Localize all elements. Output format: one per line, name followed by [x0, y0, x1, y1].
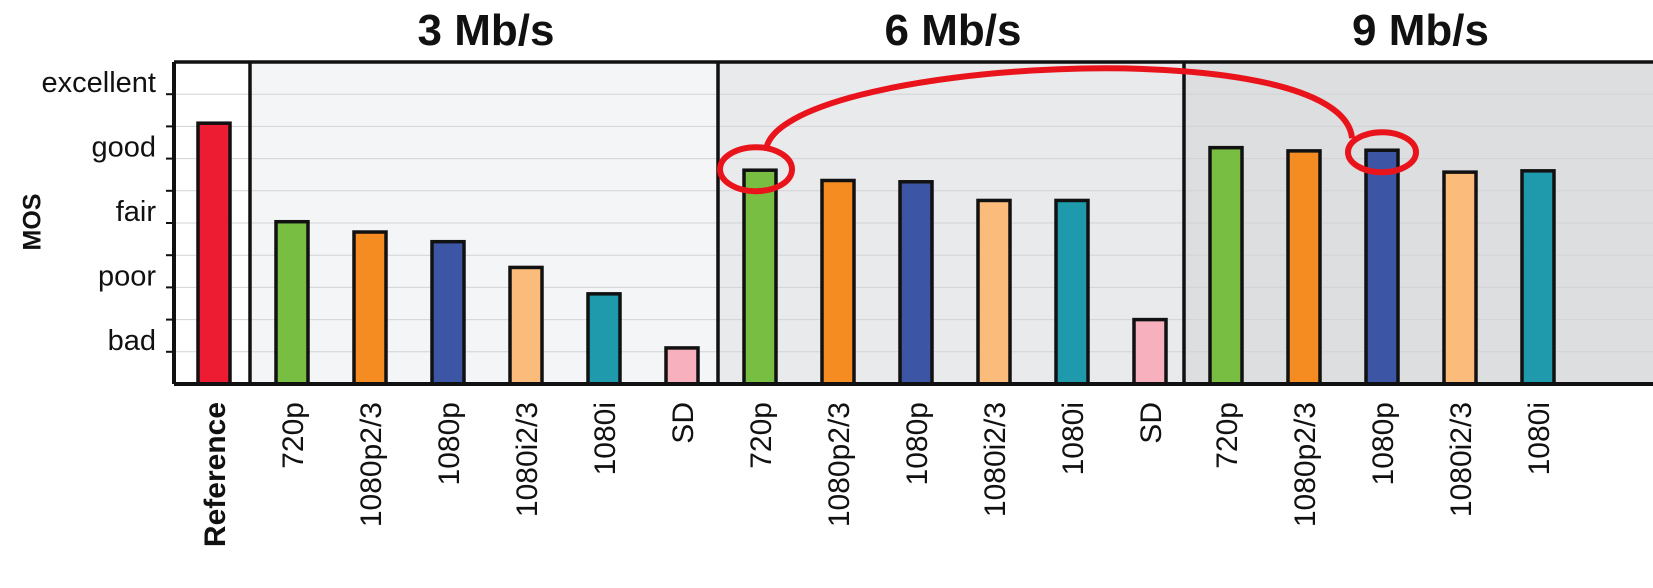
bar-3-mb-s-720p — [274, 219, 310, 386]
x-label-9-mb-s-720p: 720p — [1211, 402, 1244, 469]
bar-3-mb-s-sd — [664, 346, 700, 386]
x-label-9-mb-s-1080p: 1080p — [1367, 402, 1400, 485]
x-label-3-mb-s-1080p: 1080p — [433, 402, 466, 485]
x-axis-labels: Reference 720p 1080p2/3 1080p 1080i2/3 1080i S… — [199, 402, 1556, 547]
bar-9-mb-s-1080p2-3 — [1286, 149, 1322, 386]
y-tick-label-excellent: excellent — [42, 67, 156, 99]
bars — [196, 121, 1556, 386]
x-label-9-mb-s-1080i2-3: 1080i2/3 — [1445, 402, 1478, 517]
highlight-ellipse-6mbs-720p — [717, 144, 795, 195]
group-title-3-mb-s: 3 Mb/s — [418, 6, 555, 55]
x-label-9-mb-s-1080i: 1080i — [1523, 402, 1556, 475]
y-tick-label-good: good — [91, 132, 156, 164]
bar-6-mb-s-720p — [742, 168, 778, 386]
bar-6-mb-s-1080i — [1054, 198, 1090, 386]
x-label-6-mb-s-1080i: 1080i — [1057, 402, 1090, 475]
y-tick-label-bad: bad — [108, 325, 156, 357]
bar-9-mb-s-1080i — [1520, 169, 1556, 386]
highlight-connector-arc — [763, 65, 1355, 151]
x-label-3-mb-s-1080i2-3: 1080i2/3 — [511, 402, 544, 517]
x-label-3-mb-s-1080p2-3: 1080p2/3 — [355, 402, 388, 527]
x-label-6-mb-s-720p: 720p — [745, 402, 778, 469]
x-label-6-mb-s-sd: SD — [1135, 402, 1168, 444]
bar-9-mb-s-720p — [1208, 145, 1244, 386]
x-label-3-mb-s-1080i: 1080i — [589, 402, 622, 475]
plot-frame — [172, 60, 1653, 386]
y-tick-label-poor: poor — [98, 260, 156, 292]
bar-reference — [196, 121, 232, 386]
x-label-6-mb-s-1080p: 1080p — [901, 402, 934, 485]
group-title-9-mb-s: 9 Mb/s — [1352, 6, 1489, 55]
bar-3-mb-s-1080p2-3 — [352, 230, 388, 386]
x-label-3-mb-s-sd: SD — [667, 402, 700, 444]
bar-3-mb-s-1080p — [430, 239, 466, 386]
highlight-ellipse-9mbs-1080p — [1345, 129, 1419, 176]
x-label-3-mb-s-720p: 720p — [277, 402, 310, 469]
bar-9-mb-s-1080i2-3 — [1442, 170, 1478, 386]
bar-6-mb-s-sd — [1132, 317, 1168, 386]
y-axis-title: MOS — [19, 194, 47, 251]
bar-6-mb-s-1080p2-3 — [820, 178, 856, 386]
x-label-9-mb-s-1080p2-3: 1080p2/3 — [1289, 402, 1322, 527]
bar-3-mb-s-1080i — [586, 292, 622, 386]
bar-6-mb-s-1080i2-3 — [976, 198, 1012, 386]
y-axis: MOS bad poor fair good excellent — [19, 67, 174, 357]
x-label-6-mb-s-1080i2-3: 1080i2/3 — [979, 402, 1012, 517]
y-tick-label-fair: fair — [116, 196, 157, 228]
group-title-6-mb-s: 6 Mb/s — [885, 6, 1022, 55]
x-label-6-mb-s-1080p2-3: 1080p2/3 — [823, 402, 856, 527]
highlight-annotation — [717, 65, 1419, 195]
group-titles: 3 Mb/s 6 Mb/s 9 Mb/s — [418, 6, 1489, 55]
bar-9-mb-s-1080p — [1364, 148, 1400, 386]
bar-6-mb-s-1080p — [898, 180, 934, 386]
x-label-reference: Reference — [199, 402, 232, 547]
bar-3-mb-s-1080i2-3 — [508, 265, 544, 386]
